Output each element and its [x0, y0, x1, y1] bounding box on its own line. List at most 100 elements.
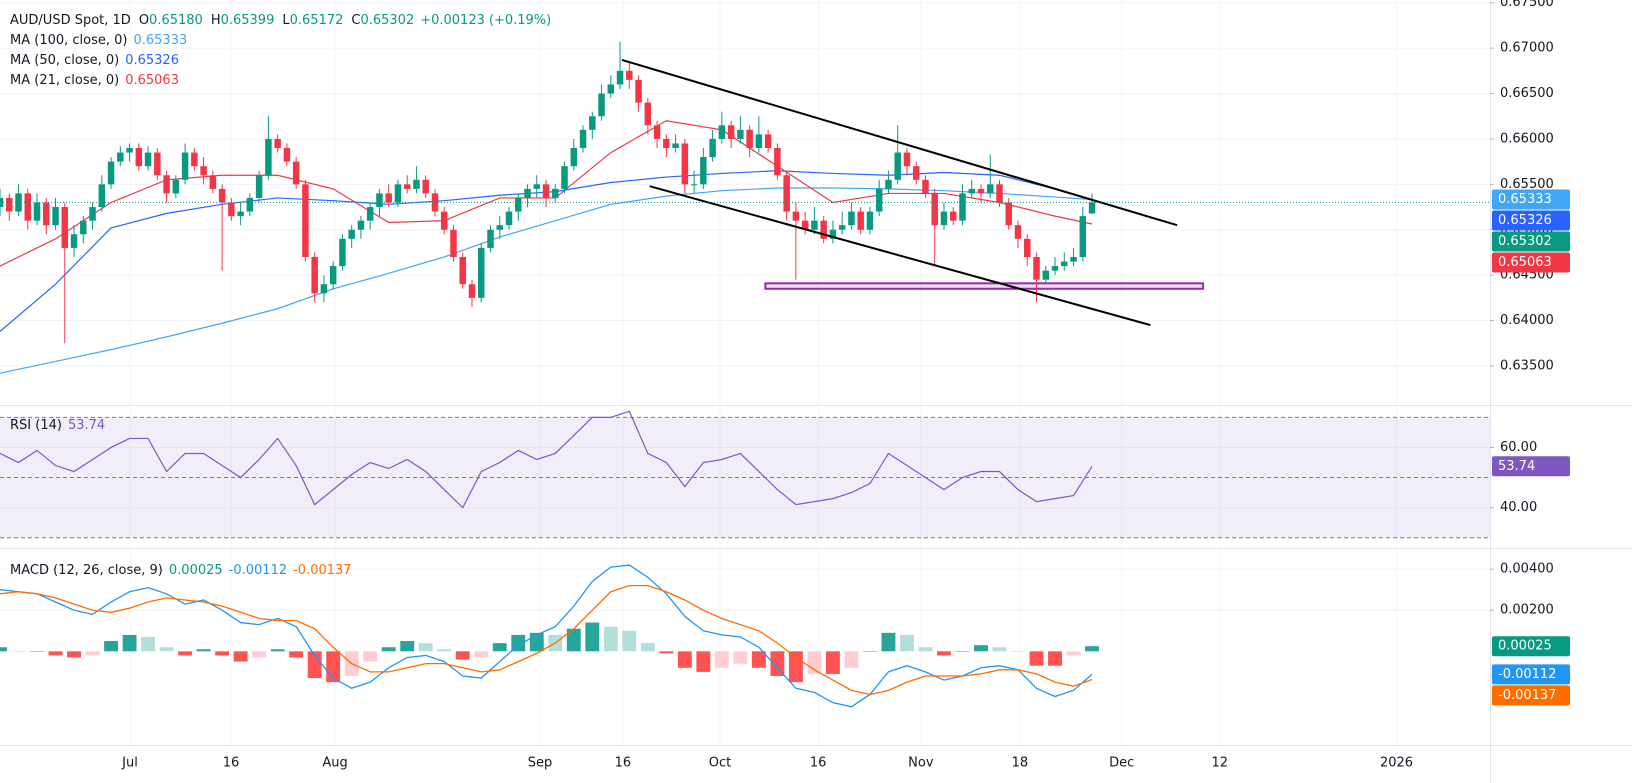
histogram-bar	[159, 647, 174, 652]
candle-body	[339, 238, 346, 267]
legend-value: 0.65333	[133, 33, 187, 48]
histogram-bar	[85, 651, 100, 656]
candle-body	[61, 207, 69, 248]
candle-body	[875, 188, 883, 212]
candle-body	[727, 125, 735, 139]
macd-line	[0, 584, 1093, 696]
candle-body	[1070, 256, 1077, 262]
candle-body	[302, 184, 309, 257]
candle-body	[320, 284, 328, 294]
candle-body	[1051, 266, 1059, 271]
candle-body	[1014, 225, 1022, 239]
candle-body	[1061, 261, 1068, 267]
histogram-bar	[770, 651, 785, 676]
candle-body	[746, 129, 753, 149]
histogram-bar	[640, 643, 655, 652]
macd-line	[0, 564, 1093, 708]
candle-body	[348, 229, 355, 239]
legend-title: MA (100, close, 0)	[10, 33, 127, 48]
histogram-bar	[992, 647, 1007, 652]
histogram-bar	[1085, 646, 1099, 652]
histogram-bar	[1011, 651, 1025, 652]
candle-body	[172, 179, 180, 194]
x-tick-label: Aug	[322, 756, 347, 771]
legend-title: MA (50, close, 0)	[10, 53, 119, 68]
candle-body	[561, 166, 568, 189]
y-tick-label: 0.66500	[1500, 86, 1554, 101]
change-value: +0.00123	[420, 13, 485, 28]
x-tick-label: 18	[1012, 756, 1029, 771]
histogram-bar	[603, 626, 618, 652]
histogram-bar	[937, 651, 951, 656]
candle-body	[89, 207, 96, 221]
candle-body	[1079, 216, 1087, 257]
candle-body	[440, 211, 448, 230]
candle-body	[468, 284, 476, 298]
price-badge	[1492, 664, 1570, 685]
ohlc-value: 0.65302	[360, 13, 414, 28]
candle-body	[764, 134, 772, 149]
candle-body	[820, 220, 827, 239]
histogram-bar	[881, 632, 896, 652]
histogram-bar	[400, 641, 415, 652]
histogram-bar	[474, 651, 489, 658]
candle-body	[209, 175, 217, 189]
candle-body	[940, 211, 948, 226]
candle-body	[700, 157, 707, 185]
candle-body	[542, 184, 550, 198]
candle-body	[496, 225, 503, 230]
candle-body	[1088, 202, 1096, 214]
candle-body	[505, 211, 513, 226]
candle-body	[690, 184, 698, 186]
candle-body	[949, 211, 957, 221]
candle-body	[1042, 270, 1050, 280]
x-tick-label: 16	[810, 756, 827, 771]
price-badge	[1492, 210, 1570, 231]
candle-body	[292, 161, 300, 185]
candle-body	[737, 129, 744, 139]
candle-body	[968, 188, 975, 194]
histogram-bar	[974, 645, 988, 652]
histogram-bar	[196, 649, 211, 652]
candle-body	[357, 220, 365, 230]
candle-body	[533, 184, 541, 189]
ohlc-key: O	[139, 13, 149, 28]
candle-body	[394, 184, 402, 203]
x-tick-label: 12	[1211, 756, 1228, 771]
candle-body	[200, 166, 207, 176]
candle-body	[487, 229, 494, 248]
candle-body	[144, 152, 152, 167]
ma-legend: MA (100, close, 0) 0.65333	[10, 33, 187, 48]
price-badge	[1492, 685, 1570, 706]
candle-body	[774, 148, 781, 176]
ohlc-value: 0.65399	[221, 13, 275, 28]
pane: 0.635000.640000.645000.650000.655000.660…	[0, 0, 1570, 405]
candle-body	[626, 70, 633, 80]
price-badge	[1492, 252, 1570, 273]
candle-body	[977, 188, 985, 194]
price-badge-label: 0.65333	[1498, 192, 1552, 207]
candle-body	[570, 148, 578, 167]
candle-body	[98, 184, 106, 208]
histogram-bar	[1029, 651, 1044, 666]
candle-body	[801, 220, 809, 230]
x-tick-label: Nov	[908, 756, 934, 771]
price-badge-label: 0.65302	[1498, 234, 1552, 249]
legend-value: 0.65326	[125, 53, 179, 68]
ohlc-value: 0.65180	[149, 13, 203, 28]
ohlc-value: 0.65172	[290, 13, 344, 28]
candle-body	[283, 148, 291, 162]
candle-body	[838, 225, 846, 230]
candle-body	[117, 152, 124, 162]
x-tick-label: Oct	[709, 756, 731, 771]
histogram-bar	[11, 651, 26, 652]
candle-body	[616, 70, 624, 85]
histogram-bar	[511, 634, 526, 652]
histogram-bar	[307, 651, 322, 679]
histogram-bar	[418, 643, 433, 652]
y-tick-label: 0.67500	[1500, 0, 1554, 10]
rsi-legend: RSI (14) 53.74	[10, 418, 105, 433]
ma-legend: MA (21, close, 0) 0.65063	[10, 73, 179, 88]
candle-body	[237, 211, 244, 217]
